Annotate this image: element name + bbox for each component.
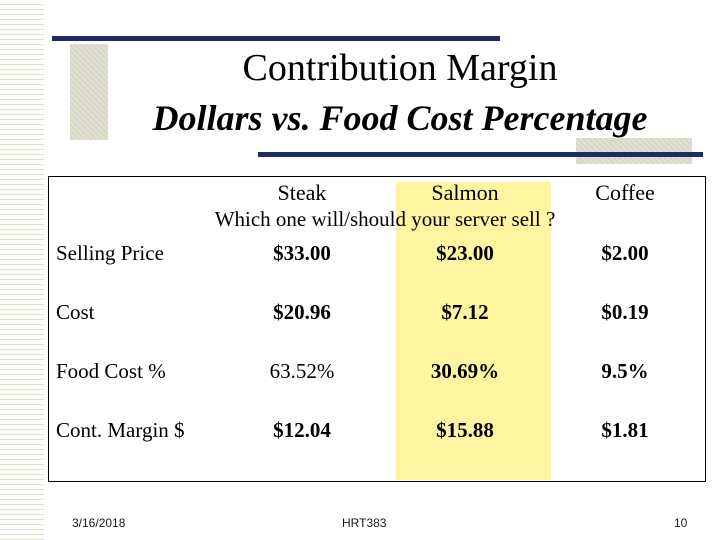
row-label-food-cost-percent: Food Cost % [56, 359, 166, 383]
cell-coffee-selling-price: $2.00 [601, 241, 649, 265]
cell-steak-contribution-margin: $12.04 [273, 418, 331, 442]
title-rule-bottom [258, 152, 703, 157]
slide-title: Contribution Margin [242, 47, 558, 89]
cell-steak-food-cost-percent: 63.52% [269, 359, 335, 383]
cell-salmon-contribution-margin: $15.88 [436, 418, 494, 442]
slide-subtitle: Dollars vs. Food Cost Percentage [152, 98, 648, 138]
footer-page-number: 10 [674, 516, 688, 530]
comparison-table [48, 176, 706, 482]
cell-salmon-food-cost-percent: 30.69% [430, 359, 500, 383]
table-question: Which one will/should your server sell ? [214, 207, 556, 231]
cell-steak-cost: $20.96 [273, 300, 331, 324]
cell-salmon-cost: $7.12 [441, 300, 489, 324]
cell-steak-selling-price: $33.00 [273, 241, 331, 265]
column-header-salmon: Salmon [431, 180, 499, 205]
column-header-steak: Steak [277, 180, 327, 205]
row-label-cost: Cost [56, 300, 95, 324]
footer-course: HRT383 [342, 516, 387, 530]
footer-date: 3/16/2018 [72, 516, 126, 530]
cell-salmon-selling-price: $23.00 [436, 241, 494, 265]
cell-coffee-cost: $0.19 [601, 300, 649, 324]
column-header-coffee: Coffee [595, 180, 655, 205]
row-label-contribution-margin: Cont. Margin $ [56, 418, 185, 442]
cell-coffee-contribution-margin: $1.81 [601, 418, 649, 442]
decorative-box-right [576, 138, 692, 164]
cell-coffee-food-cost-percent: 9.5% [601, 359, 649, 383]
decorative-box-left [70, 44, 108, 140]
decorative-grid-strip [0, 0, 44, 540]
title-rule-top [52, 36, 500, 41]
row-label-selling-price: Selling Price [56, 241, 164, 265]
salmon-highlight-column [396, 182, 551, 480]
